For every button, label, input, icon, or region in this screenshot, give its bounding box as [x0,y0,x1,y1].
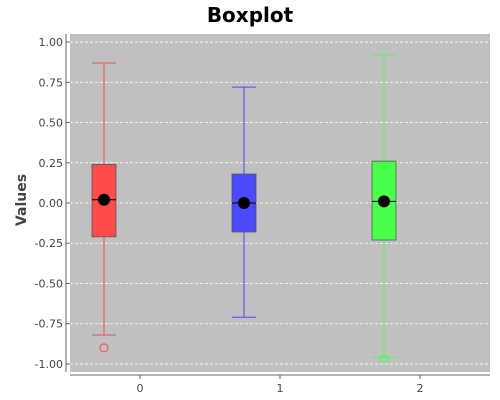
y-tick-label: 0.00 [39,197,64,210]
grid-lines [70,41,490,365]
box-group-2 [371,54,397,364]
mean-marker [238,197,250,209]
mean-marker [98,193,110,206]
x-tick-label: 0 [137,382,144,395]
outlier-point [379,354,389,364]
y-tick-label: -0.25 [35,237,63,250]
y-tick-label: -0.50 [35,277,63,290]
outlier-point [99,343,109,353]
y-tick-label: -1.00 [35,358,63,371]
x-tick-label: 1 [277,382,284,395]
mean-marker [378,195,390,208]
axes: 1.00 0.75 0.50 0.25 0.00 -0.25 -0.50 -0.75 -1.00… [35,34,490,395]
y-tick-label: 0.25 [39,157,64,170]
y-tick-label: 0.50 [39,117,64,130]
y-tick-label: 1.00 [39,36,64,49]
box-group-1 [231,86,257,318]
y-tick-label: -0.75 [35,318,63,331]
y-axis-label: Values [14,174,30,226]
boxplot-marks [91,54,397,364]
y-tick-label: 0.75 [39,76,64,89]
x-tick-label: 2 [417,382,424,395]
box-group-0 [91,62,117,353]
chart-title: Boxplot [207,3,294,27]
